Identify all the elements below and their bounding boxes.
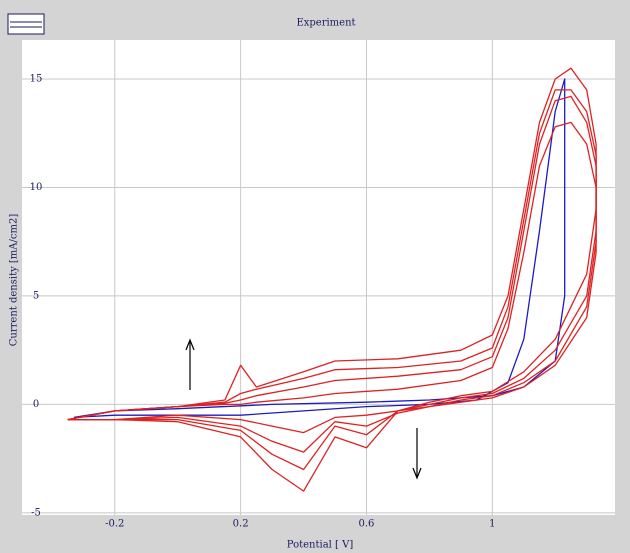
arrow-head — [412, 467, 422, 480]
curves — [67, 67, 597, 492]
x-axis-label: Potential [ V] — [287, 540, 354, 550]
cv-curve — [67, 67, 597, 492]
y-tick-label: 5 — [33, 290, 39, 301]
x-tick-label: 0.2 — [233, 519, 249, 530]
y-tick-label: -5 — [31, 507, 41, 518]
grid — [22, 40, 615, 515]
arrow-down — [412, 428, 422, 480]
y-tick-label: 10 — [30, 182, 43, 193]
cv-curve — [67, 89, 597, 471]
arrow-up — [185, 338, 195, 390]
x-tick-label: 0.6 — [359, 519, 375, 530]
y-tick-label: 15 — [30, 74, 43, 85]
cv-curve — [73, 78, 566, 419]
x-tick-label: 1 — [489, 519, 495, 530]
chart-title: Experiment — [296, 18, 355, 29]
arrow-head — [185, 338, 195, 351]
y-tick-label: 0 — [33, 399, 39, 410]
plot-area — [22, 40, 615, 515]
cv-curve — [67, 121, 597, 434]
cv-curve — [67, 95, 597, 453]
x-tick-label: -0.2 — [105, 519, 124, 530]
legend-box — [7, 13, 45, 35]
y-axis-label: Current density [mA/cm2] — [9, 214, 20, 347]
